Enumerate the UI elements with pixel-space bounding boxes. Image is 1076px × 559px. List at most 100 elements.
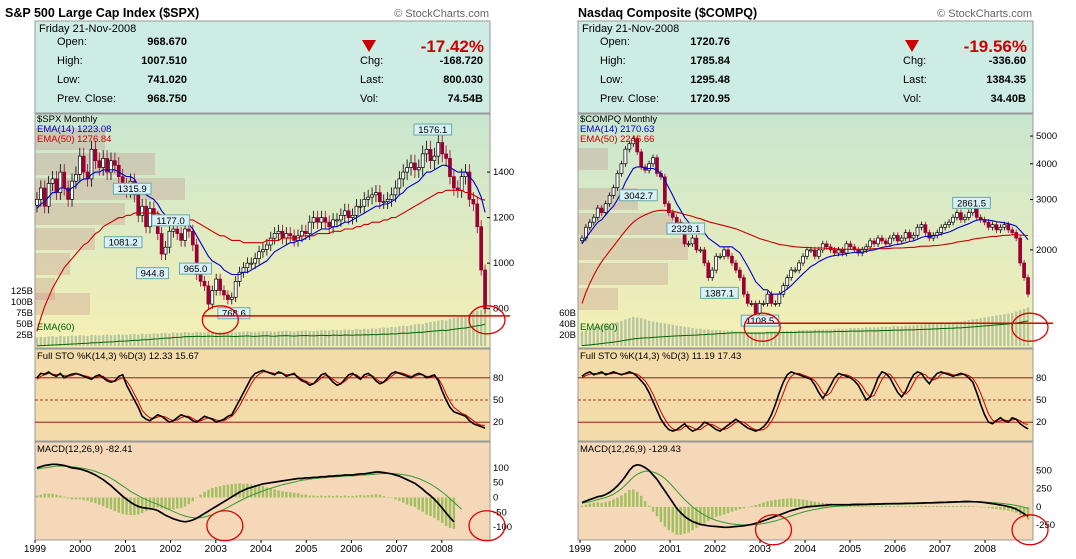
macd-histogram-bar xyxy=(908,505,911,507)
macd-histogram-bar xyxy=(900,506,903,507)
candle-body xyxy=(393,187,398,196)
candle-body xyxy=(627,143,632,150)
macd-histogram-bar xyxy=(904,506,907,507)
candle-body xyxy=(686,243,691,246)
macd-histogram-bar xyxy=(955,505,959,507)
candle-body xyxy=(350,214,355,218)
volume-bar xyxy=(74,335,78,346)
volume-bar xyxy=(94,335,97,346)
ema-long-line xyxy=(36,189,486,332)
volume-bar xyxy=(429,322,432,346)
candle-body xyxy=(105,158,109,173)
volume-bar xyxy=(386,327,389,346)
candle-body xyxy=(264,244,269,250)
candle-body xyxy=(440,142,445,155)
volume-bar xyxy=(643,319,647,346)
volume-bar xyxy=(809,330,813,346)
volume-bar xyxy=(304,330,308,346)
candle-body xyxy=(280,230,285,239)
macd-histogram-bar xyxy=(394,497,397,500)
candle-body xyxy=(268,237,273,246)
candle-body xyxy=(101,158,106,168)
macd-histogram-bar xyxy=(433,497,436,518)
volume-bar xyxy=(273,331,276,346)
candle-body xyxy=(288,233,293,237)
volume-by-price-bar xyxy=(578,148,608,170)
annotation-label: 944.8 xyxy=(141,269,165,280)
candle-body xyxy=(420,153,425,168)
candle-body xyxy=(253,258,258,264)
percent-change: -17.42% xyxy=(421,37,484,56)
candle-body xyxy=(848,243,853,248)
chart-panel-0: S&P 500 Large Cap Index ($SPX) © StockCha… xyxy=(5,6,514,555)
annotation-label: 1576.1 xyxy=(418,125,447,136)
macd-histogram-bar xyxy=(39,494,43,498)
candle-body xyxy=(844,243,849,254)
volume-bar xyxy=(703,329,706,346)
macd-histogram-bar xyxy=(1022,506,1026,518)
quote-label: High: xyxy=(600,55,626,67)
macd-histogram-bar xyxy=(378,494,382,498)
candle-body xyxy=(327,221,332,228)
volume-bar xyxy=(59,335,62,346)
candle-body xyxy=(990,224,995,228)
volume-bar xyxy=(857,328,860,346)
volume-bar xyxy=(813,329,817,346)
macd-histogram-bar xyxy=(316,496,319,498)
volume-bar xyxy=(975,318,978,346)
macd-histogram-bar xyxy=(849,505,852,507)
candle-body xyxy=(140,205,145,216)
volume-bar xyxy=(936,323,939,346)
volume-bar xyxy=(845,328,848,346)
volume-bar xyxy=(86,335,89,346)
ema-short-label: EMA(14) 2170.63 xyxy=(580,124,654,135)
volume-bar xyxy=(928,324,931,346)
annotation-box xyxy=(700,286,739,299)
volume-bar xyxy=(214,332,218,346)
volume-bar xyxy=(730,330,734,346)
macd-histogram-bar xyxy=(608,501,611,507)
volume-bar xyxy=(904,325,907,346)
quote-date: Friday 21-Nov-2008 xyxy=(582,23,679,35)
candle-body xyxy=(362,199,367,207)
macd-histogram-bar xyxy=(888,505,892,507)
candle-body xyxy=(947,221,951,226)
volume-tick: 20B xyxy=(559,330,576,341)
source-credit: © StockCharts.com xyxy=(937,8,1032,20)
volume-bar xyxy=(359,329,362,346)
candle-body xyxy=(113,160,117,166)
quote-box xyxy=(34,20,491,114)
x-tick-label: 1999 xyxy=(569,544,592,555)
quote-value: 741.020 xyxy=(147,74,187,86)
quote-value: -168.720 xyxy=(440,55,483,67)
volume-bar xyxy=(955,321,959,346)
volume-bar xyxy=(959,321,963,346)
volume-bar xyxy=(861,328,864,346)
candle-body xyxy=(923,224,928,233)
macd-histogram-bar xyxy=(327,495,331,498)
macd-tick: 100 xyxy=(493,463,509,474)
candle-body xyxy=(183,228,187,241)
macd-histogram-bar xyxy=(285,491,288,498)
candle-body xyxy=(66,187,70,200)
volume-bar xyxy=(908,325,911,346)
volume-bar xyxy=(246,331,249,346)
sto-label: Full STO %K(14,3) %D(3) 12.33 15.67 xyxy=(37,351,199,362)
macd-histogram-bar xyxy=(916,505,919,507)
macd-histogram-bar xyxy=(43,493,46,498)
candle-body xyxy=(424,148,429,155)
volume-bar xyxy=(833,328,836,346)
volume-bar xyxy=(113,334,117,346)
annotation-label: 1108.5 xyxy=(746,316,774,327)
volume-bar xyxy=(616,322,619,346)
candle-body xyxy=(354,205,359,216)
candle-body xyxy=(381,201,386,204)
macd-histogram-bar xyxy=(912,506,915,507)
volume-bar xyxy=(778,331,781,346)
volume-bar xyxy=(117,334,120,346)
macd-histogram-bar xyxy=(121,497,124,515)
candle-body xyxy=(745,293,750,304)
macd-histogram-bar xyxy=(156,497,159,508)
macd-histogram-bar xyxy=(203,491,206,498)
macd-histogram-bar xyxy=(864,506,868,507)
